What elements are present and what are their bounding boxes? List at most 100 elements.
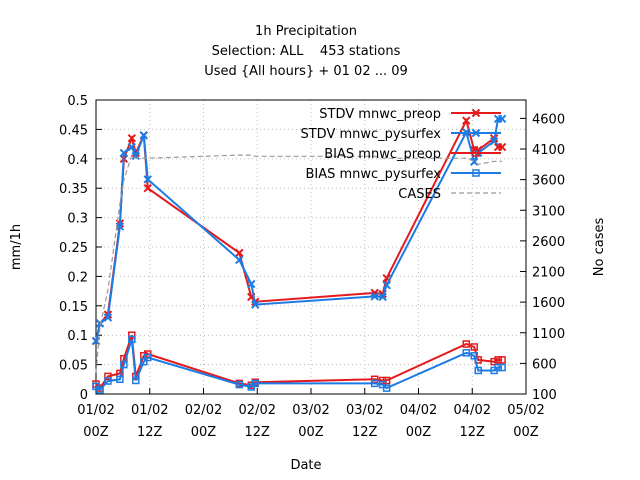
data-point	[128, 331, 136, 339]
x-tick-label-time: 12Z	[460, 425, 486, 440]
series-line	[95, 117, 503, 342]
y2-tick-label: 2100	[532, 266, 565, 281]
x-tick-label-time: 00Z	[298, 425, 324, 440]
data-point	[498, 363, 506, 372]
legend-label: BIAS mnwc_preop	[324, 147, 441, 162]
y-tick-label: 0.45	[59, 123, 88, 138]
data-point	[247, 279, 256, 289]
series-4	[95, 154, 503, 373]
data-point	[128, 335, 136, 344]
series-0	[91, 116, 507, 346]
data-point	[140, 357, 148, 366]
marker-stroke	[119, 148, 129, 158]
data-point	[497, 142, 507, 152]
marker-stroke	[91, 336, 101, 346]
legend-label: CASES	[398, 187, 441, 202]
data-point	[370, 375, 379, 384]
y-tick-label: 0.05	[59, 359, 88, 374]
legend-label: BIAS mnwc_pysurfex	[305, 167, 441, 182]
data-point	[119, 148, 129, 158]
data-point	[370, 379, 379, 388]
data-point	[96, 386, 104, 394]
y-tick-label: 0.35	[59, 182, 88, 197]
data-point	[494, 363, 502, 372]
data-point	[251, 300, 260, 309]
data-point	[103, 313, 113, 322]
marker-stroke	[471, 128, 481, 138]
data-point	[235, 255, 244, 265]
x-axis-label: Date	[290, 458, 321, 473]
y2-tick-label: 100	[532, 388, 557, 403]
data-point	[370, 292, 379, 301]
data-point	[144, 353, 152, 362]
x-tick-label-time: 00Z	[191, 425, 217, 440]
data-point	[498, 356, 506, 364]
data-point	[382, 376, 391, 385]
y-tick-label: 0	[80, 388, 88, 403]
data-point	[470, 157, 479, 166]
y2-tick-label: 1100	[532, 327, 565, 342]
marker-stroke	[95, 319, 105, 328]
data-point	[104, 372, 112, 381]
marker-stroke	[115, 222, 125, 231]
legend-label: STDV mnwc_preop	[319, 107, 441, 122]
marker-stroke	[235, 255, 244, 265]
y2-tick-label: 4100	[532, 143, 565, 158]
data-point	[91, 336, 101, 346]
data-point	[251, 379, 260, 388]
x-tick-label-date: 02/02	[239, 403, 276, 418]
series-layer	[91, 114, 507, 394]
data-point	[490, 357, 498, 366]
marker-stroke	[131, 151, 141, 161]
series-3	[92, 335, 506, 394]
x-tick-label-time: 12Z	[245, 425, 271, 440]
x-tick-label-date: 04/02	[400, 403, 437, 418]
data-point	[127, 142, 137, 152]
x-tick-label-time: 12Z	[352, 425, 378, 440]
data-point	[494, 356, 502, 364]
data-point	[235, 248, 244, 258]
title-line-2: Selection: ALL 453 stations	[212, 44, 401, 59]
y-tick-label: 0.5	[67, 94, 88, 109]
y2-tick-label: 600	[532, 357, 557, 372]
marker-stroke	[143, 183, 152, 193]
series-line	[95, 334, 503, 390]
marker-stroke	[497, 142, 507, 152]
data-point	[115, 222, 125, 231]
data-point	[143, 175, 152, 184]
marker-stroke	[139, 131, 148, 140]
y-tick-label: 0.3	[67, 212, 88, 227]
x-tick-label-date: 03/02	[346, 403, 383, 418]
marker-stroke	[470, 157, 479, 166]
marker-stroke	[143, 175, 152, 184]
marker-stroke	[497, 114, 507, 124]
data-point	[382, 281, 391, 290]
series-line	[95, 154, 503, 373]
data-point	[104, 377, 112, 385]
y-tick-label: 0.4	[67, 153, 88, 168]
marker-stroke	[127, 142, 137, 152]
marker-stroke	[462, 116, 471, 125]
data-point	[127, 134, 137, 143]
data-point	[462, 349, 471, 357]
series-2	[92, 331, 506, 392]
legend-marker	[472, 169, 480, 177]
marker-stroke	[378, 292, 387, 302]
legend-marker	[471, 108, 481, 118]
data-point	[462, 340, 471, 348]
x-tick-label-date: 04/02	[454, 403, 491, 418]
x-tick-label-date: 01/02	[77, 403, 114, 418]
marker-stroke	[247, 279, 256, 289]
y-tick-label: 0.1	[67, 329, 88, 344]
chart-title: 1h Precipitation Selection: ALL 453 stat…	[204, 24, 408, 79]
data-point	[235, 380, 244, 389]
data-point	[378, 376, 387, 385]
marker-stroke	[235, 248, 244, 258]
y2-axis-label: No cases	[592, 218, 607, 277]
marker-stroke	[382, 273, 391, 283]
data-point	[378, 292, 387, 302]
marker-stroke	[127, 134, 137, 143]
x-tick-label-date: 02/02	[185, 403, 222, 418]
x-tick-label-date: 03/02	[292, 403, 329, 418]
